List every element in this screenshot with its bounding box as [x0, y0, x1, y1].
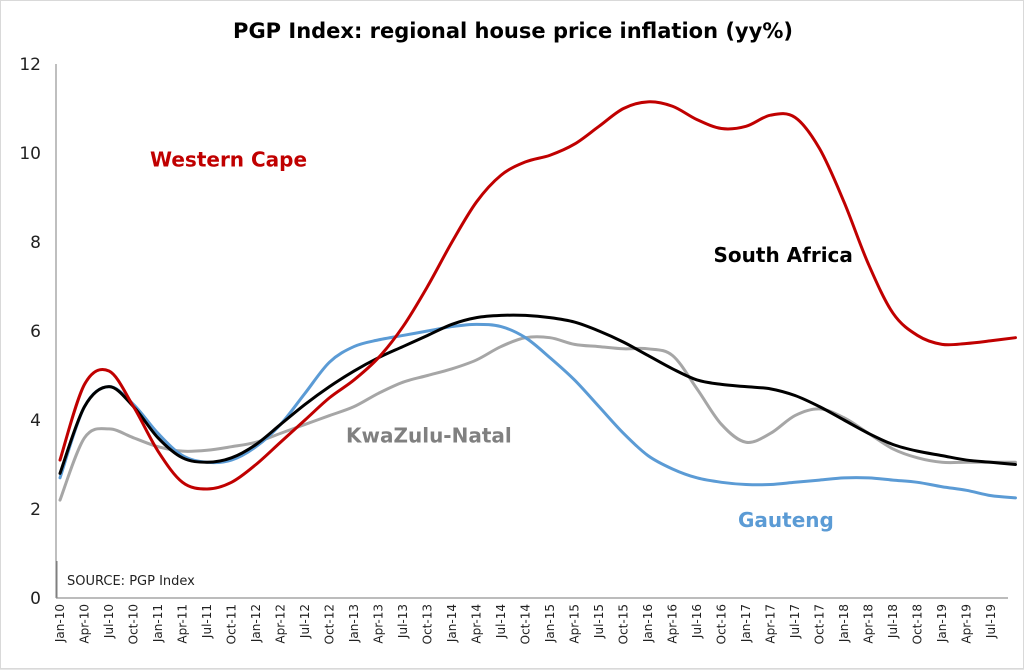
x-tick-label: Oct-17: [813, 604, 827, 644]
y-tick-label: 6: [30, 322, 41, 342]
x-tick-label: Oct-18: [911, 604, 925, 644]
x-tick-label: Jul-18: [886, 604, 900, 639]
source-note: SOURCE: PGP Index: [67, 574, 195, 589]
series-labels: Western Cape South Africa KwaZulu-Natal Gau…: [150, 147, 853, 531]
x-tick-label: Apr-12: [274, 604, 288, 644]
x-tick-label: Jul-17: [788, 604, 802, 639]
series-line-western-cape: [58, 100, 1017, 491]
x-tick-label: Apr-19: [960, 604, 974, 644]
series-line-gauteng: [58, 322, 1017, 500]
x-tick-label: Jul-12: [298, 604, 312, 639]
x-tick-label: Oct-14: [519, 604, 533, 644]
x-tick-label: Jul-16: [690, 604, 704, 639]
x-tick-label: Jan-11: [151, 604, 165, 643]
x-tick-label: Apr-13: [372, 604, 386, 644]
x-tick-label: Jan-18: [837, 604, 851, 643]
x-tick-label: Jul-13: [396, 604, 410, 639]
x-tick-label: Jan-15: [543, 604, 557, 643]
chart-title: PGP Index: regional house price inflatio…: [233, 19, 793, 43]
series-label-western-cape: Western Cape: [150, 147, 307, 171]
x-tick-label: Jul-19: [984, 604, 998, 639]
x-tick-label: Jan-19: [935, 604, 949, 643]
y-tick-label: 8: [30, 233, 41, 253]
x-tick-label: Jul-10: [102, 604, 116, 639]
x-tick-label: Apr-15: [568, 604, 582, 644]
series-lines: [58, 100, 1017, 502]
x-tick-label: Oct-12: [323, 604, 337, 644]
x-tick-label: Oct-11: [225, 604, 239, 644]
x-tick-label: Apr-17: [764, 604, 778, 644]
series-line-kwazulu-natal: [58, 335, 1017, 502]
series-label-gauteng: Gauteng: [738, 508, 834, 532]
x-tick-label: Jan-14: [445, 604, 459, 643]
x-tick-label: Jul-15: [592, 604, 606, 639]
series-line-south-africa: [58, 313, 1017, 475]
x-axis-ticks: Jan-10 Apr-10 Jul-10 Oct-10 Jan-11 Apr-11 Jul-…: [53, 604, 998, 644]
y-tick-label: 2: [30, 500, 41, 520]
x-tick-label: Jan-12: [249, 604, 263, 643]
x-tick-label: Oct-16: [715, 604, 729, 644]
y-tick-label: 0: [30, 589, 41, 609]
x-tick-label: Apr-11: [176, 604, 190, 644]
y-tick-label: 4: [30, 411, 41, 431]
x-tick-label: Jan-16: [641, 604, 655, 643]
x-tick-label: Jan-17: [739, 604, 753, 643]
x-tick-label: Apr-16: [666, 604, 680, 644]
x-tick-label: Jul-14: [494, 604, 508, 639]
x-tick-label: Apr-14: [470, 604, 484, 644]
series-label-kwazulu-natal: KwaZulu-Natal: [346, 423, 512, 447]
x-tick-label: Oct-10: [127, 604, 141, 644]
y-tick-label: 12: [19, 55, 41, 75]
series-label-south-africa: South Africa: [714, 243, 853, 267]
y-tick-label: 10: [19, 144, 41, 164]
x-tick-label: Apr-18: [862, 604, 876, 644]
x-tick-label: Apr-10: [78, 604, 92, 644]
x-tick-label: Jul-11: [200, 604, 214, 639]
y-axis-ticks: 0 2 4 6 8 10 12: [19, 55, 41, 609]
x-tick-label: Oct-15: [617, 604, 631, 644]
x-tick-label: Jan-10: [53, 604, 67, 643]
x-tick-label: Oct-13: [421, 604, 435, 644]
x-tick-label: Jan-13: [347, 604, 361, 643]
